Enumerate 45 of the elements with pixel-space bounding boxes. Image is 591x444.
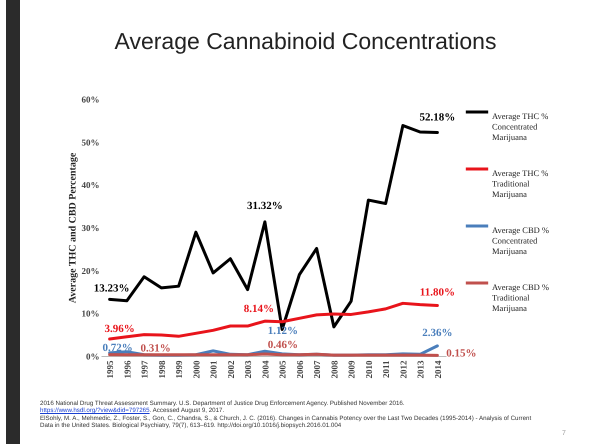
x-tick-label: 1999 — [174, 360, 184, 378]
annotation: 11.80% — [420, 286, 455, 298]
x-tick-label: 2002 — [226, 360, 236, 378]
y-tick-label: 10% — [82, 308, 100, 319]
annotation: 31.32% — [247, 200, 283, 212]
annotation: 8.14% — [244, 303, 274, 316]
chart-title: Average Cannabinoid Concentrations — [114, 28, 498, 55]
annotation: 0.15% — [446, 347, 476, 360]
legend-label: Average CBD % Concentrated Marijuana — [492, 225, 549, 256]
x-tick-label: 2004 — [260, 360, 270, 378]
annotation: 13.23% — [94, 282, 130, 294]
y-tick-label: 0% — [86, 352, 100, 362]
x-tick-label: 1998 — [156, 360, 167, 378]
y-tick-label: 50% — [82, 137, 100, 148]
y-tick-label: 60% — [82, 94, 100, 104]
x-tick-label: 2003 — [243, 360, 254, 378]
annotation: 1.12% — [268, 325, 298, 338]
x-tick-label: 2014 — [432, 360, 443, 378]
x-tick-label: 2007 — [312, 360, 322, 378]
annotation: 0.46% — [268, 339, 298, 352]
x-tick-label: 2006 — [294, 360, 305, 378]
x-tick-label: 2001 — [208, 360, 219, 378]
annotation: 52.18% — [420, 111, 456, 124]
y-tick-label: 20% — [82, 266, 100, 276]
annotation: 3.96% — [104, 323, 135, 336]
y-tick-label: 40% — [82, 180, 100, 190]
annotation: 2.36% — [422, 326, 452, 339]
legend-label: Average THC % Traditional Marijuana — [492, 168, 548, 199]
x-tick-label: 1995 — [105, 360, 116, 378]
annotation: 0.31% — [140, 342, 171, 355]
x-tick-label: 1996 — [122, 360, 132, 378]
x-tick-label: 1997 — [140, 360, 150, 378]
x-tick-label: 2012 — [398, 360, 408, 378]
y-axis-title: Average THC and CBD Percentage — [68, 152, 78, 304]
x-tick-label: 2013 — [416, 360, 426, 378]
y-tick-label: 30% — [82, 223, 100, 233]
x-tick-label: 2000 — [191, 360, 202, 378]
x-tick-label: 2010 — [364, 360, 374, 378]
x-tick-label: 2011 — [381, 360, 392, 378]
annotation: 0.72% — [102, 342, 133, 354]
legend-label: Average CBD % Traditional Marijuana — [492, 282, 549, 313]
x-tick-label: 2008 — [329, 360, 340, 378]
x-tick-label: 2009 — [346, 360, 357, 378]
x-tick-label: 2005 — [278, 360, 288, 378]
legend-label: Average THC % Concentrated Marijuana — [492, 111, 548, 142]
